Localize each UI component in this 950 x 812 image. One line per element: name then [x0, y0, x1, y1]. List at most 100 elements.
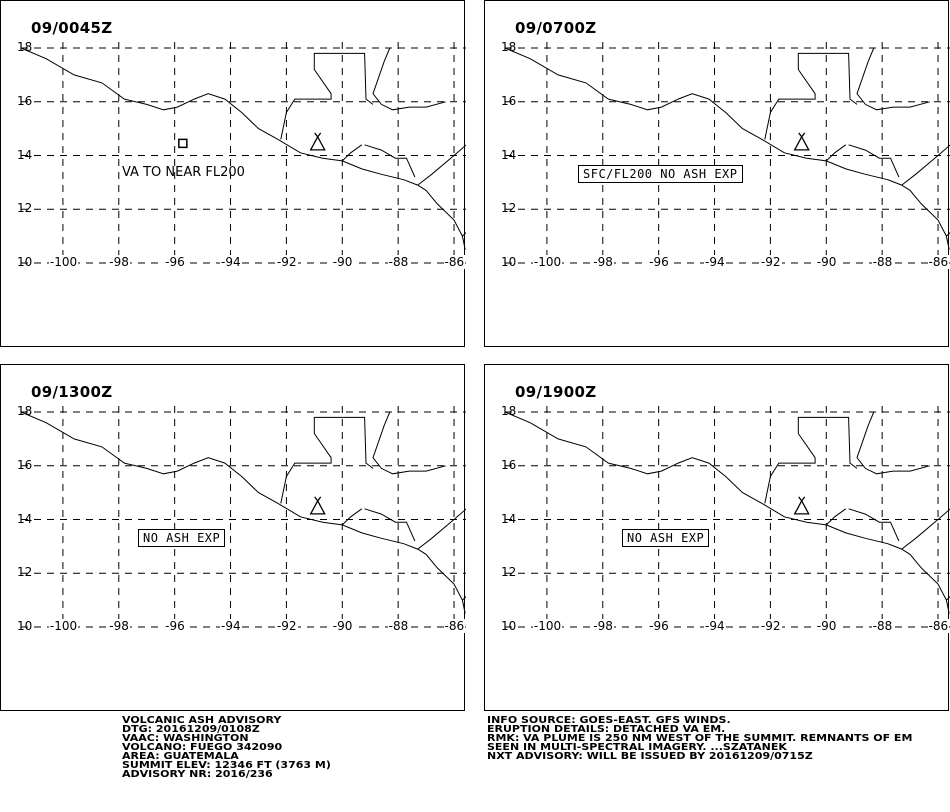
- costa-rica-coast: [946, 232, 950, 237]
- advisory-line: SUMMIT ELEV: 12346 FT (3763 M): [122, 759, 331, 771]
- longitude-label: -96: [164, 255, 186, 269]
- longitude-label: -86: [443, 255, 466, 269]
- latitude-label: 12: [17, 565, 33, 580]
- nicaragua-border: [901, 508, 950, 550]
- ash-forecast-annotation: SFC/FL200 NO ASH EXP: [578, 165, 743, 183]
- longitude-label: -100: [48, 255, 79, 269]
- el-salvador-border: [341, 508, 363, 526]
- latitude-label: 18: [17, 404, 33, 418]
- longitude-label: -88: [387, 619, 410, 633]
- latitude-label: 12: [501, 565, 517, 580]
- honduras-border: [848, 508, 900, 542]
- longitude-label: -90: [815, 255, 838, 269]
- advisory-right-block: INFO SOURCE: GOES-EAST. GFS WINDS. ERUPT…: [487, 714, 913, 762]
- longitude-label: -100: [532, 255, 563, 269]
- latitude-label: 12: [17, 201, 33, 216]
- latitude-label: 18: [17, 40, 33, 54]
- guatemala-border: [280, 416, 374, 504]
- el-salvador-border: [825, 508, 847, 526]
- advisory-line: DTG: 20161209/0108Z: [122, 723, 260, 735]
- longitude-label: -94: [704, 619, 726, 633]
- volcano-triangle-icon: [309, 496, 326, 515]
- advisory-line: NXT ADVISORY: WILL BE ISSUED BY 20161209…: [487, 750, 813, 762]
- longitude-label: -100: [532, 619, 563, 633]
- latitude-label: 10: [17, 255, 33, 269]
- honduras-border: [364, 508, 416, 542]
- advisory-line: AREA: GUATEMALA: [122, 750, 239, 762]
- advisory-line: ERUPTION DETAILS: DETACHED VA EM.: [487, 723, 726, 735]
- longitude-label: -98: [592, 619, 614, 633]
- latitude-label: 14: [501, 511, 517, 526]
- advisory-line: VAAC: WASHINGTON: [122, 732, 249, 744]
- el-salvador-border: [825, 144, 847, 162]
- longitude-label: -94: [220, 255, 242, 269]
- panel-valid-time: 09/0700Z: [515, 19, 597, 37]
- nicaragua-border: [901, 144, 950, 186]
- advisory-line: VOLCANO: FUEGO 342090: [122, 741, 283, 753]
- honduras-border: [364, 144, 416, 178]
- longitude-label: -98: [108, 619, 130, 633]
- latitude-label: 18: [501, 40, 517, 54]
- el-salvador-border: [341, 144, 363, 162]
- advisory-left-block: VOLCANIC ASH ADVISORY DTG: 20161209/0108…: [122, 714, 331, 780]
- map-panel: 09/0700Z 18 16 14 12 10 -100 -98 -96 -94 -92 -90 -88…: [484, 0, 950, 347]
- caribbean-coastline: [372, 47, 446, 111]
- costa-rica-coast: [946, 596, 950, 601]
- longitude-label: -94: [220, 619, 242, 633]
- longitude-label: -88: [871, 255, 894, 269]
- longitude-label: -96: [648, 255, 670, 269]
- pacific-coastline: [20, 411, 466, 614]
- caribbean-coastline: [856, 47, 930, 111]
- latitude-label: 10: [17, 619, 33, 633]
- ash-forecast-annotation: NO ASH EXP: [138, 529, 226, 547]
- volcano-triangle-icon: [793, 132, 810, 151]
- latitude-label: 14: [17, 147, 33, 162]
- map-panel: 09/0045Z 18 16 14 12 10 -100 -98 -96 -94 -92 -90 -88…: [0, 0, 466, 347]
- advisory-line: RMK: VA PLUME IS 250 NM WEST OF THE SUMM…: [487, 732, 913, 744]
- caribbean-coastline: [856, 411, 930, 475]
- costa-rica-coast: [462, 596, 466, 601]
- guatemala-border: [764, 52, 858, 140]
- advisory-line: INFO SOURCE: GOES-EAST. GFS WINDS.: [487, 714, 731, 726]
- latitude-label: 16: [501, 93, 517, 108]
- longitude-label: -92: [759, 255, 782, 269]
- latitude-label: 16: [501, 457, 517, 472]
- latitude-label: 16: [17, 457, 33, 472]
- guatemala-border: [764, 416, 858, 504]
- longitude-label: -100: [48, 619, 79, 633]
- longitude-label: -96: [164, 619, 186, 633]
- caribbean-coastline: [372, 411, 446, 475]
- longitude-label: -94: [704, 255, 726, 269]
- map-canvas: [504, 406, 950, 628]
- ash-forecast-annotation: NO ASH EXP: [622, 529, 710, 547]
- advisory-line: VOLCANIC ASH ADVISORY: [122, 714, 282, 726]
- pacific-coastline: [504, 411, 950, 614]
- longitude-label: -86: [927, 255, 950, 269]
- map-panel: 09/1900Z 18 16 14 12 10 -100 -98 -96 -94 -92 -90 -88…: [484, 364, 950, 711]
- longitude-label: -86: [443, 619, 466, 633]
- longitude-label: -96: [648, 619, 670, 633]
- nicaragua-border: [417, 144, 466, 186]
- advisory-line: ADVISORY NR: 2016/236: [122, 768, 273, 780]
- map-canvas: [504, 42, 950, 264]
- longitude-label: -98: [108, 255, 130, 269]
- longitude-label: -92: [275, 619, 298, 633]
- map-panel: 09/1300Z 18 16 14 12 10 -100 -98 -96 -94 -92 -90 -88…: [0, 364, 466, 711]
- latitude-label: 10: [501, 619, 517, 633]
- latitude-label: 14: [501, 147, 517, 162]
- panel-valid-time: 09/1300Z: [31, 383, 113, 401]
- guatemala-border: [280, 52, 374, 140]
- volcano-triangle-icon: [793, 496, 810, 515]
- longitude-label: -86: [927, 619, 950, 633]
- panel-valid-time: 09/0045Z: [31, 19, 113, 37]
- latitude-label: 14: [17, 511, 33, 526]
- pacific-coastline: [504, 47, 950, 250]
- nicaragua-border: [417, 508, 466, 550]
- map-canvas: [20, 42, 466, 264]
- latitude-label: 10: [501, 255, 517, 269]
- longitude-label: -98: [592, 255, 614, 269]
- longitude-label: -88: [387, 255, 410, 269]
- longitude-label: -90: [331, 619, 354, 633]
- ash-forecast-annotation: VA TO NEAR FL200: [122, 165, 245, 180]
- longitude-label: -92: [759, 619, 782, 633]
